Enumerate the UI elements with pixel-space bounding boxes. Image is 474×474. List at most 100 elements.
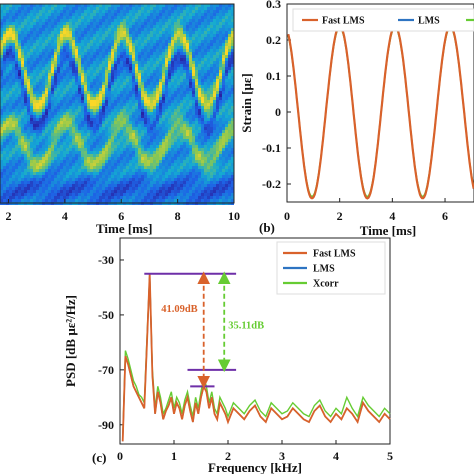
heatmap-cell (57, 193, 60, 196)
heatmap-cell (165, 76, 168, 79)
heatmap-cell (12, 148, 15, 151)
heatmap-cell (168, 142, 171, 145)
heatmap-cell (204, 43, 207, 46)
heatmap-cell (66, 133, 69, 136)
heatmap-cell (12, 118, 15, 121)
heatmap-cell (54, 115, 57, 118)
heatmap-cell (45, 193, 48, 196)
heatmap-cell (120, 16, 123, 19)
heatmap-cell (96, 40, 99, 43)
heatmap-cell (162, 112, 165, 115)
heatmap-cell (21, 85, 24, 88)
heatmap-cell (27, 55, 30, 58)
heatmap-cell (96, 193, 99, 196)
heatmap-cell (72, 151, 75, 154)
heatmap-cell (60, 121, 63, 124)
heatmap-cell (126, 67, 129, 70)
heatmap-cell (66, 31, 69, 34)
heatmap-cell (66, 172, 69, 175)
heatmap-cell (123, 13, 126, 16)
heatmap-cell (105, 142, 108, 145)
heatmap-cell (24, 127, 27, 130)
heatmap-cell (81, 55, 84, 58)
heatmap-cell (132, 187, 135, 190)
heatmap-cell (93, 181, 96, 184)
heatmap-cell (120, 40, 123, 43)
heatmap-cell (138, 13, 141, 16)
heatmap-cell (174, 37, 177, 40)
heatmap-cell (159, 76, 162, 79)
heatmap-cell (195, 169, 198, 172)
heatmap-cell (84, 136, 87, 139)
heatmap-cell (189, 190, 192, 193)
heatmap-cell (189, 85, 192, 88)
heatmap-cell (99, 169, 102, 172)
heatmap-cell (144, 178, 147, 181)
heatmap-cell (219, 127, 222, 130)
heatmap-cell (57, 136, 60, 139)
heatmap-cell (33, 103, 36, 106)
heatmap-cell (129, 157, 132, 160)
heatmap-cell (45, 70, 48, 73)
heatmap-cell (111, 115, 114, 118)
heatmap-cell (144, 85, 147, 88)
heatmap-cell (51, 139, 54, 142)
heatmap-cell (57, 121, 60, 124)
heatmap-cell (66, 52, 69, 55)
heatmap-cell (120, 25, 123, 28)
heatmap-cell (36, 190, 39, 193)
heatmap-cell (21, 163, 24, 166)
heatmap-cell (51, 79, 54, 82)
heatmap-cell (90, 124, 93, 127)
heatmap-cell (3, 55, 6, 58)
heatmap-cell (195, 28, 198, 31)
heatmap-cell (93, 133, 96, 136)
heatmap-cell (81, 73, 84, 76)
heatmap-cell (201, 85, 204, 88)
heatmap-cell (30, 115, 33, 118)
heatmap-cell (213, 28, 216, 31)
heatmap-cell (180, 79, 183, 82)
heatmap-cell (132, 184, 135, 187)
heatmap-cell (171, 163, 174, 166)
heatmap-cell (210, 43, 213, 46)
heatmap-cell (213, 67, 216, 70)
heatmap-cell (12, 169, 15, 172)
heatmap-cell (126, 127, 129, 130)
heatmap-cell (150, 94, 153, 97)
heatmap-cell (57, 61, 60, 64)
heatmap-cell (87, 169, 90, 172)
heatmap-cell (81, 25, 84, 28)
heatmap-cell (27, 154, 30, 157)
heatmap-cell (189, 79, 192, 82)
heatmap-cell (138, 124, 141, 127)
heatmap-cell (93, 76, 96, 79)
heatmap-cell (24, 154, 27, 157)
heatmap-cell (75, 4, 78, 7)
heatmap-cell (171, 100, 174, 103)
heatmap-cell (0, 55, 3, 58)
heatmap-cell (210, 82, 213, 85)
heatmap-cell (180, 181, 183, 184)
heatmap-cell (156, 148, 159, 151)
heatmap-cell (105, 103, 108, 106)
heatmap-cell (168, 19, 171, 22)
heatmap-cell (186, 67, 189, 70)
heatmap-cell (3, 160, 6, 163)
heatmap-cell (102, 151, 105, 154)
heatmap-cell (66, 163, 69, 166)
heatmap-cell (207, 112, 210, 115)
heatmap-cell (213, 79, 216, 82)
heatmap-cell (69, 124, 72, 127)
heatmap-cell (144, 187, 147, 190)
heatmap-cell (117, 106, 120, 109)
heatmap-cell (111, 31, 114, 34)
heatmap-cell (216, 130, 219, 133)
heatmap-cell (198, 124, 201, 127)
heatmap-cell (48, 10, 51, 13)
heatmap-cell (216, 151, 219, 154)
heatmap-cell (195, 73, 198, 76)
heatmap-cell (174, 67, 177, 70)
heatmap-cell (0, 40, 3, 43)
heatmap-cell (48, 13, 51, 16)
